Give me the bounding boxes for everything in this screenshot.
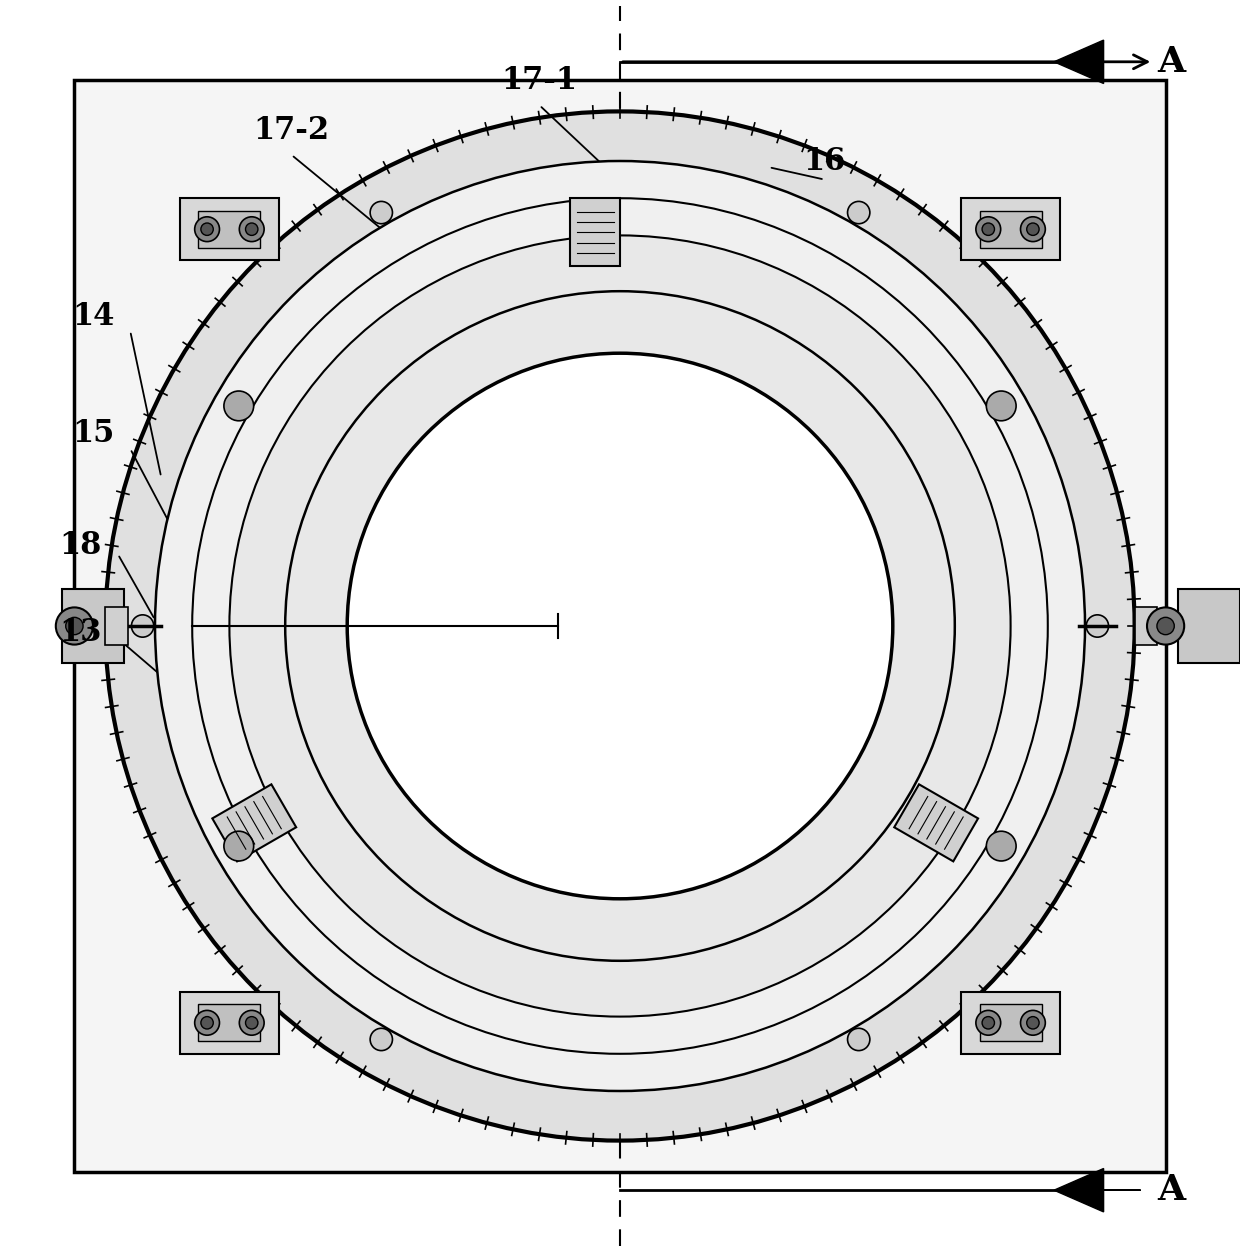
Text: A: A — [1158, 1173, 1185, 1207]
Bar — [105, 607, 128, 645]
Text: 14: 14 — [72, 300, 114, 332]
Polygon shape — [570, 198, 620, 267]
Circle shape — [246, 1017, 258, 1029]
Text: 13: 13 — [60, 617, 102, 647]
Circle shape — [239, 1010, 264, 1035]
Text: A: A — [1158, 45, 1185, 79]
Circle shape — [201, 1017, 213, 1029]
Polygon shape — [212, 784, 296, 861]
Circle shape — [986, 831, 1016, 861]
Circle shape — [347, 353, 893, 899]
Circle shape — [848, 1028, 870, 1050]
Circle shape — [1021, 217, 1045, 242]
Circle shape — [229, 235, 1011, 1017]
Circle shape — [66, 617, 83, 635]
Circle shape — [246, 223, 258, 235]
Text: 17-2: 17-2 — [253, 114, 330, 145]
Circle shape — [195, 1010, 219, 1035]
Circle shape — [1027, 223, 1039, 235]
Circle shape — [370, 1028, 392, 1050]
Bar — [62, 588, 124, 664]
Circle shape — [1086, 615, 1109, 637]
Polygon shape — [894, 784, 978, 861]
Bar — [180, 198, 279, 260]
Circle shape — [982, 1017, 994, 1029]
Circle shape — [224, 831, 254, 861]
Bar — [961, 992, 1060, 1054]
Circle shape — [1157, 617, 1174, 635]
FancyArrow shape — [1054, 40, 1141, 84]
Circle shape — [1027, 1017, 1039, 1029]
Text: 16: 16 — [804, 145, 846, 177]
Circle shape — [131, 615, 154, 637]
Circle shape — [986, 391, 1016, 421]
Bar — [1135, 607, 1157, 645]
Circle shape — [976, 217, 1001, 242]
Circle shape — [976, 1010, 1001, 1035]
Bar — [1178, 588, 1240, 664]
Circle shape — [982, 223, 994, 235]
Bar — [180, 992, 279, 1054]
FancyArrow shape — [1054, 1168, 1141, 1212]
Bar — [961, 198, 1060, 260]
Text: 15: 15 — [72, 418, 114, 449]
Bar — [74, 80, 1166, 1172]
Circle shape — [224, 391, 254, 421]
Circle shape — [848, 202, 870, 224]
Bar — [980, 1004, 1042, 1042]
Circle shape — [1147, 607, 1184, 645]
Circle shape — [195, 217, 219, 242]
Circle shape — [201, 223, 213, 235]
Circle shape — [155, 162, 1085, 1090]
Bar — [980, 210, 1042, 248]
Circle shape — [56, 607, 93, 645]
Circle shape — [105, 111, 1135, 1141]
Circle shape — [371, 202, 393, 224]
Circle shape — [1021, 1010, 1045, 1035]
Circle shape — [239, 217, 264, 242]
Bar — [198, 1004, 260, 1042]
Text: 18: 18 — [60, 530, 102, 561]
Text: 17-1: 17-1 — [501, 65, 578, 96]
Bar — [198, 210, 260, 248]
